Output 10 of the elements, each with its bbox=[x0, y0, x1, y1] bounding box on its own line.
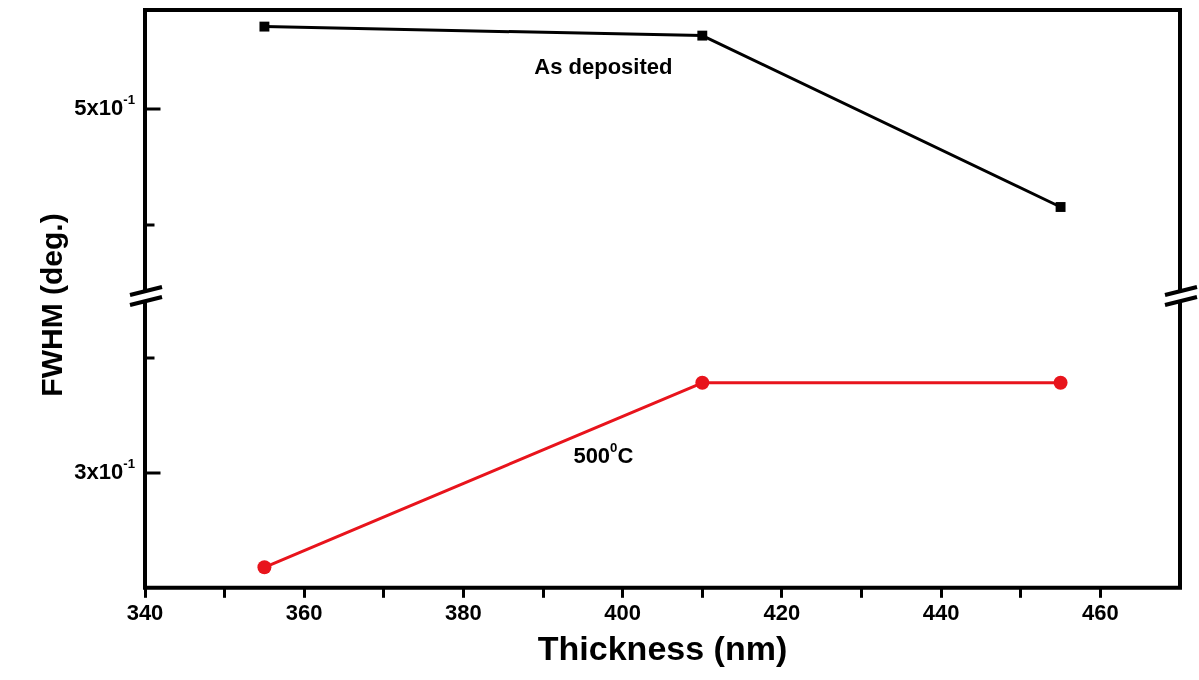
x-tick-label: 380 bbox=[445, 600, 482, 626]
x-tick-label: 360 bbox=[285, 600, 323, 626]
x-tick-label: 420 bbox=[763, 600, 801, 626]
x-tick-label: 340 bbox=[126, 600, 164, 626]
series-label: As deposited bbox=[534, 53, 673, 79]
x-axis-title: Thickness (nm) bbox=[537, 628, 788, 667]
x-tick-label: 460 bbox=[1082, 600, 1119, 626]
x-tick-label: 400 bbox=[604, 600, 642, 626]
x-tick-label: 440 bbox=[922, 600, 960, 626]
y-axis-title: FWHM (deg.) bbox=[35, 213, 69, 397]
